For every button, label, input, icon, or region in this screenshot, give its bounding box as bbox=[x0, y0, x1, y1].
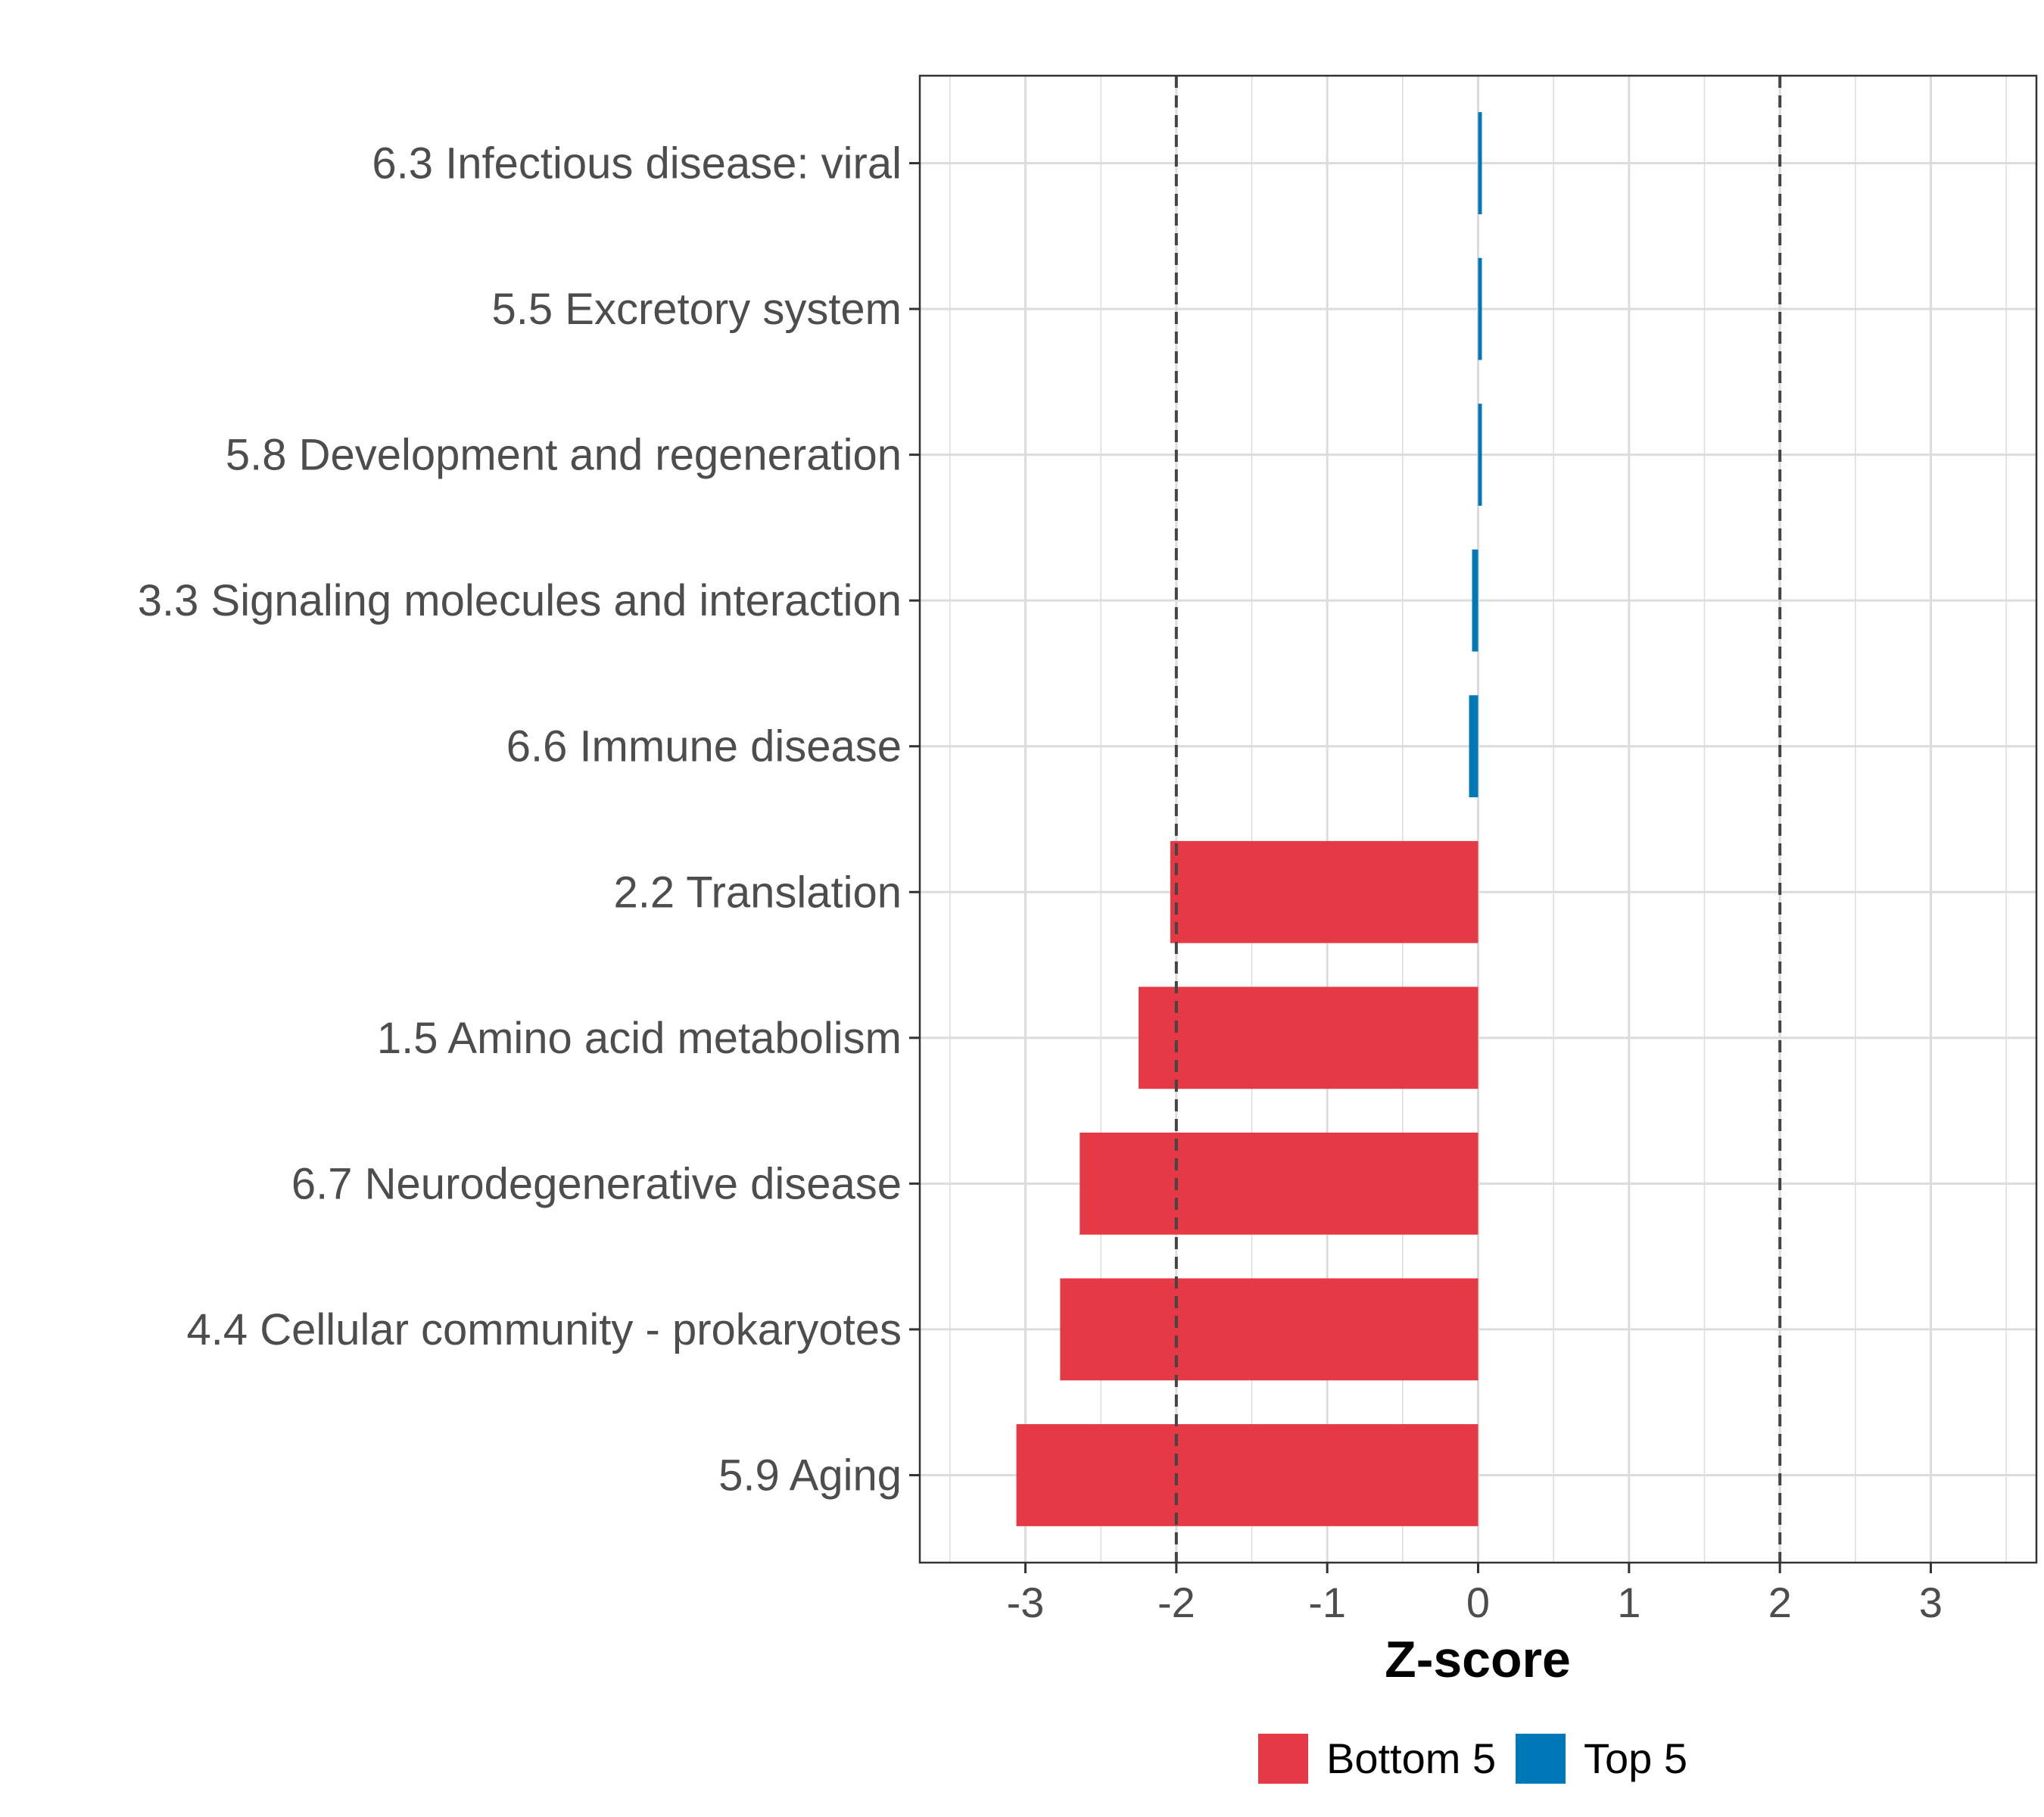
x-tick-label: -2 bbox=[1158, 1579, 1195, 1626]
bar bbox=[1016, 1424, 1478, 1526]
y-tick-label: 6.6 Immune disease bbox=[506, 722, 902, 771]
y-tick-label: 5.9 Aging bbox=[718, 1451, 902, 1500]
x-tick-label: 1 bbox=[1617, 1579, 1640, 1626]
bar bbox=[1080, 1132, 1478, 1235]
bar bbox=[1139, 986, 1478, 1089]
bar bbox=[1469, 695, 1478, 798]
legend-swatch bbox=[1516, 1734, 1566, 1784]
y-tick-label: 2.2 Translation bbox=[614, 868, 902, 917]
x-tick-label: 3 bbox=[1919, 1579, 1943, 1626]
y-axis: 6.3 Infectious disease: viral 5.5 Excreto… bbox=[138, 139, 920, 1500]
y-tick-label: 6.3 Infectious disease: viral bbox=[372, 139, 902, 189]
bar bbox=[1472, 549, 1478, 652]
x-axis-title: Z-score bbox=[1385, 1631, 1571, 1688]
reference-lines bbox=[1174, 76, 1782, 1563]
bar bbox=[1060, 1278, 1478, 1381]
bar bbox=[1170, 840, 1478, 943]
x-tick-label: -1 bbox=[1308, 1579, 1346, 1626]
bars bbox=[1016, 112, 1482, 1526]
y-tick-label: 5.8 Development and regeneration bbox=[226, 431, 902, 480]
legend-label: Top 5 bbox=[1584, 1734, 1687, 1782]
bar bbox=[1478, 257, 1482, 360]
legend-label: Bottom 5 bbox=[1326, 1734, 1496, 1782]
legend: Bottom 5 Top 5 bbox=[1258, 1734, 1687, 1784]
bar bbox=[1478, 112, 1482, 214]
bar bbox=[1478, 404, 1482, 506]
y-tick-label: 5.5 Excretory system bbox=[492, 285, 902, 334]
x-tick-label: -3 bbox=[1007, 1579, 1045, 1626]
x-tick-label: 2 bbox=[1768, 1579, 1792, 1626]
legend-swatch bbox=[1258, 1734, 1308, 1784]
y-tick-label: 3.3 Signaling molecules and interaction bbox=[138, 576, 902, 625]
x-tick-label: 0 bbox=[1466, 1579, 1490, 1626]
y-tick-label: 1.5 Amino acid metabolism bbox=[377, 1014, 902, 1063]
x-axis: -3 -2 -1 0 1 2 3 bbox=[1007, 1563, 1943, 1626]
y-tick-label: 4.4 Cellular community - prokaryotes bbox=[187, 1305, 902, 1354]
y-tick-label: 6.7 Neurodegenerative disease bbox=[291, 1159, 902, 1208]
